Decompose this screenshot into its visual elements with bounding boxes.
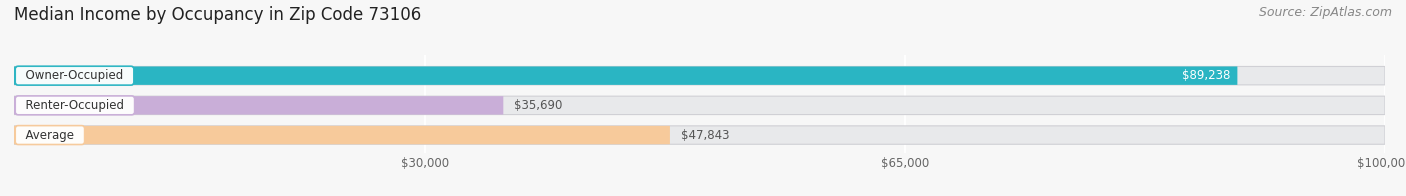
Text: Renter-Occupied: Renter-Occupied	[18, 99, 132, 112]
Text: Median Income by Occupancy in Zip Code 73106: Median Income by Occupancy in Zip Code 7…	[14, 6, 422, 24]
FancyBboxPatch shape	[14, 96, 1385, 115]
FancyBboxPatch shape	[14, 96, 503, 115]
Text: $35,690: $35,690	[515, 99, 562, 112]
Text: $89,238: $89,238	[1182, 69, 1230, 82]
FancyBboxPatch shape	[14, 126, 1385, 144]
FancyBboxPatch shape	[14, 126, 669, 144]
FancyBboxPatch shape	[14, 66, 1237, 85]
Text: Average: Average	[18, 129, 82, 142]
Text: Owner-Occupied: Owner-Occupied	[18, 69, 131, 82]
FancyBboxPatch shape	[14, 66, 1385, 85]
Text: $47,843: $47,843	[681, 129, 730, 142]
Text: Source: ZipAtlas.com: Source: ZipAtlas.com	[1258, 6, 1392, 19]
